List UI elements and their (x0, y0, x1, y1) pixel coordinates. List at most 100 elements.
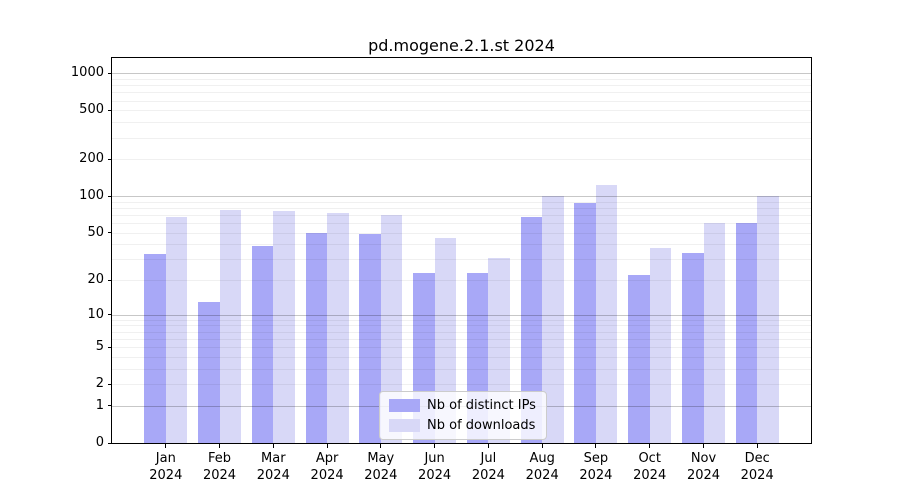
legend-swatch-downloads (389, 419, 420, 432)
legend-swatch-distinct-ips (389, 399, 420, 412)
x-tick-mark (165, 444, 167, 448)
x-tick-label: Jul 2024 (456, 450, 520, 484)
legend-label-distinct-ips: Nb of distinct IPs (427, 398, 536, 413)
x-tick-year: 2024 (310, 468, 344, 483)
x-tick-mark (649, 444, 651, 448)
x-tick-mark (219, 444, 220, 448)
bar-distinct-ips-feb (198, 301, 220, 443)
y-tick-mark (108, 232, 112, 234)
x-tick-year: 2024 (202, 468, 237, 483)
x-tick-label: Oct 2024 (618, 450, 682, 484)
bar-distinct-ips-jan (144, 254, 166, 443)
bar-downloads-feb (219, 209, 241, 443)
x-tick-month: Nov (690, 451, 717, 466)
x-tick-label: Aug 2024 (510, 450, 574, 484)
x-tick-mark (434, 444, 436, 448)
x-tick-month: Oct (638, 451, 661, 466)
x-tick-label: May 2024 (349, 450, 413, 484)
y-tick-label: 100 (79, 188, 104, 203)
y-tick-mark (108, 383, 112, 385)
x-tick-label: Nov 2024 (672, 450, 736, 484)
x-tick-month: Apr (315, 451, 339, 466)
bar-distinct-ips-nov (682, 252, 704, 443)
bar-downloads-jan (165, 217, 188, 443)
y-tick-mark (108, 109, 112, 111)
y-tick-mark (108, 195, 112, 197)
bar-downloads-dec (757, 196, 779, 443)
y-tick-label: 50 (87, 224, 104, 240)
y-tick-mark (108, 442, 112, 444)
bar-downloads-aug (542, 196, 564, 443)
bar-downloads-oct (649, 248, 672, 443)
x-tick-month: Aug (529, 451, 555, 466)
y-tick-label: 200 (79, 151, 104, 167)
x-tick-month: May (367, 451, 395, 466)
x-tick-month: Mar (261, 451, 286, 466)
y-tick-label: 2 (95, 376, 104, 392)
x-tick-label: Feb 2024 (188, 450, 252, 484)
x-tick-month: Jun (424, 451, 445, 466)
bar-downloads-apr (327, 213, 349, 443)
chart-title: pd.mogene.2.1.st 2024 (368, 36, 555, 55)
bar-distinct-ips-dec (735, 223, 758, 443)
y-tick-mark (108, 314, 112, 316)
x-tick-month: Feb (207, 451, 232, 466)
y-tick-label: 500 (79, 102, 104, 118)
x-tick-label: Sep 2024 (564, 450, 628, 484)
y-tick-label: 1 (95, 397, 104, 413)
x-tick-label: Apr 2024 (295, 450, 359, 484)
bars-layer (112, 58, 811, 443)
x-tick-year: 2024 (579, 468, 613, 483)
x-tick-year: 2024 (740, 468, 774, 483)
y-tick-mark (108, 158, 112, 160)
bar-downloads-nov (703, 223, 725, 443)
x-tick-label: Jun 2024 (403, 450, 467, 484)
x-tick-mark (487, 444, 489, 448)
y-tick-mark (108, 72, 112, 74)
legend-label-downloads: Nb of downloads (427, 418, 536, 433)
x-tick-year: 2024 (364, 468, 398, 483)
y-tick-mark (108, 405, 112, 407)
bar-distinct-ips-apr (305, 232, 328, 443)
bar-downloads-mar (273, 211, 295, 443)
x-tick-year: 2024 (149, 468, 183, 483)
x-tick-mark (541, 444, 543, 448)
x-tick-label: Jan 2024 (134, 450, 198, 484)
plot-area (111, 57, 812, 444)
y-tick-label: 20 (87, 272, 104, 288)
x-tick-month: Sep (583, 451, 609, 466)
x-tick-year: 2024 (256, 468, 290, 483)
x-tick-year: 2024 (471, 468, 505, 483)
x-tick-mark (595, 444, 597, 448)
x-tick-mark (703, 444, 704, 448)
x-tick-month: Jan (155, 451, 176, 466)
x-tick-label: Mar 2024 (241, 450, 305, 484)
x-tick-mark (756, 444, 758, 448)
x-tick-month: Dec (744, 451, 770, 466)
y-tick-mark (108, 279, 112, 281)
x-tick-mark (380, 444, 382, 448)
x-tick-year: 2024 (418, 468, 452, 483)
bar-distinct-ips-sep (574, 203, 596, 443)
legend-item-downloads: Nb of downloads (389, 418, 536, 433)
x-tick-label: Dec 2024 (725, 450, 789, 484)
y-tick-mark (108, 346, 112, 348)
y-tick-label: 10 (87, 306, 104, 322)
y-tick-label: 0 (95, 435, 104, 450)
y-tick-label: 5 (95, 339, 104, 355)
x-tick-mark (326, 444, 328, 448)
legend-item-distinct-ips: Nb of distinct IPs (389, 398, 536, 413)
bar-distinct-ips-may (359, 233, 381, 443)
bar-downloads-sep (595, 185, 618, 443)
bar-distinct-ips-oct (628, 275, 650, 443)
x-tick-mark (272, 444, 274, 448)
y-tick-label: 1000 (70, 65, 104, 81)
bar-distinct-ips-aug (520, 217, 543, 443)
bar-downloads-may (380, 214, 403, 443)
x-tick-month: Jul (480, 451, 497, 466)
x-tick-year: 2024 (633, 468, 667, 483)
legend: Nb of distinct IPs Nb of downloads (379, 391, 547, 440)
x-tick-year: 2024 (525, 468, 559, 483)
bar-distinct-ips-mar (251, 245, 274, 443)
